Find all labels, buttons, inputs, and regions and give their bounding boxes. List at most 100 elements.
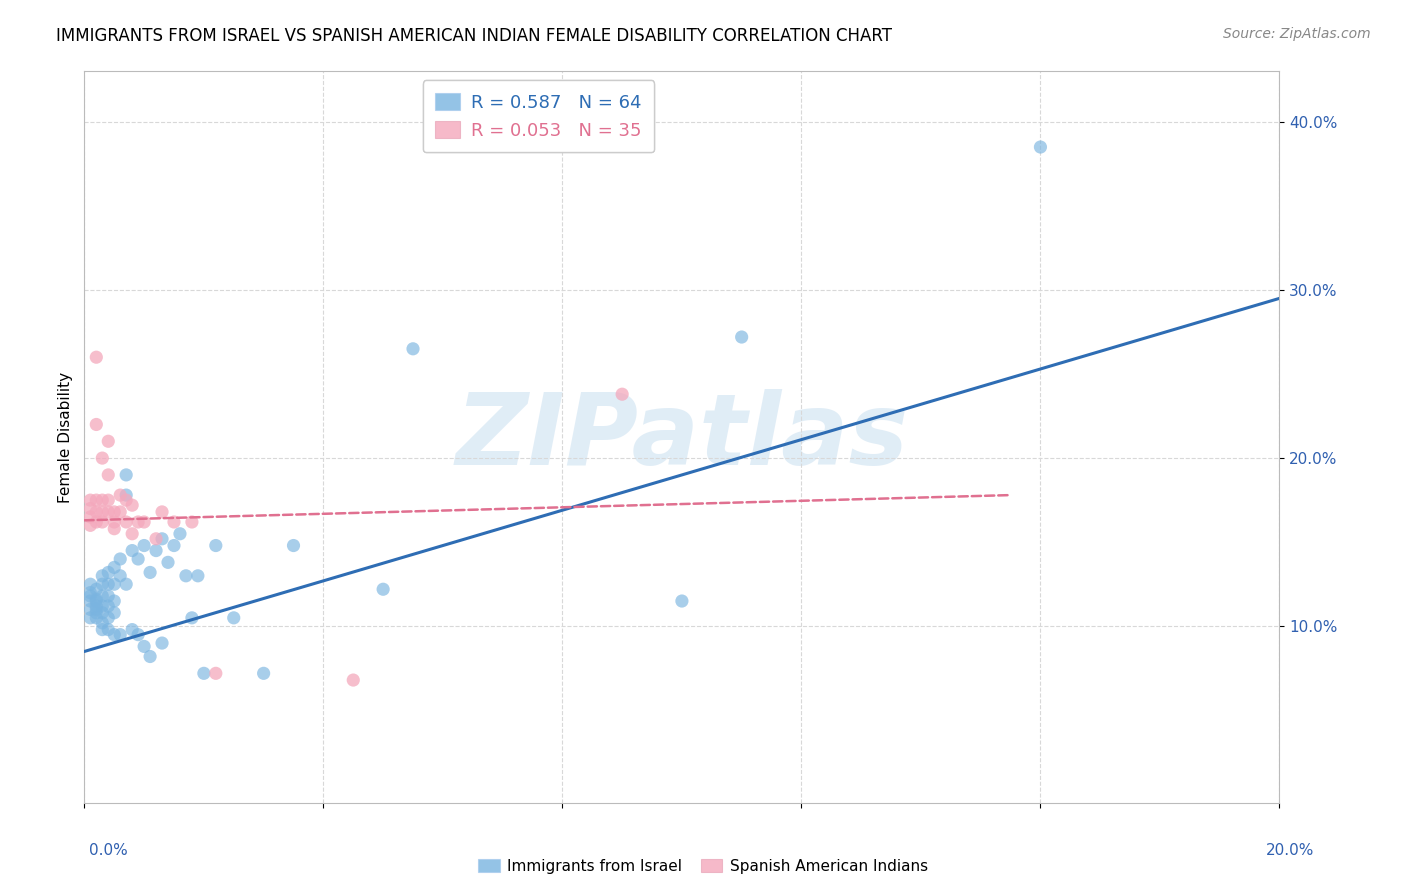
Point [180, 611, 202, 625]
Point [121, 543, 143, 558]
Point [163, 515, 186, 529]
Point [91, 615, 114, 630]
Point [97, 599, 120, 613]
Point [169, 526, 191, 541]
Point [103, 627, 125, 641]
Point [97, 589, 120, 603]
Point [103, 577, 125, 591]
Point [97, 434, 120, 449]
Point [163, 539, 186, 553]
Point [103, 522, 125, 536]
Text: ZIPatlas: ZIPatlas [456, 389, 908, 485]
Point [110, 505, 132, 519]
Point [86, 606, 108, 620]
Point [86, 350, 108, 364]
Point [110, 627, 132, 641]
Point [139, 566, 162, 580]
Point [97, 566, 120, 580]
Point [79, 594, 101, 608]
Point [86, 417, 108, 432]
Point [91, 515, 114, 529]
Point [157, 555, 180, 569]
Point [79, 510, 101, 524]
Point [121, 498, 143, 512]
Point [180, 515, 202, 529]
Point [342, 673, 364, 687]
Point [91, 599, 114, 613]
Point [86, 515, 108, 529]
Text: Source: ZipAtlas.com: Source: ZipAtlas.com [1223, 27, 1371, 41]
Point [253, 666, 276, 681]
Point [86, 582, 108, 597]
Point [79, 589, 101, 603]
Point [91, 493, 114, 508]
Point [79, 611, 101, 625]
Point [610, 387, 633, 401]
Point [127, 552, 149, 566]
Point [193, 666, 215, 681]
Point [97, 623, 120, 637]
Point [103, 606, 125, 620]
Point [79, 602, 101, 616]
Point [91, 569, 114, 583]
Point [205, 666, 228, 681]
Point [132, 515, 156, 529]
Point [174, 569, 197, 583]
Legend: Immigrants from Israel, Spanish American Indians: Immigrants from Israel, Spanish American… [472, 853, 934, 880]
Point [205, 539, 228, 553]
Point [91, 451, 114, 466]
Point [91, 606, 114, 620]
Point [371, 582, 394, 597]
Point [79, 585, 101, 599]
Point [139, 649, 162, 664]
Point [132, 539, 156, 553]
Point [97, 505, 120, 519]
Point [91, 577, 114, 591]
Point [79, 577, 101, 591]
Point [86, 594, 108, 608]
Point [110, 569, 132, 583]
Point [127, 627, 149, 641]
Point [283, 539, 305, 553]
Point [145, 532, 167, 546]
Point [110, 488, 132, 502]
Point [150, 505, 173, 519]
Point [97, 577, 120, 591]
Y-axis label: Female Disability: Female Disability [58, 371, 73, 503]
Point [222, 611, 245, 625]
Point [86, 599, 108, 613]
Point [91, 505, 114, 519]
Point [86, 592, 108, 607]
Point [79, 493, 101, 508]
Point [187, 569, 209, 583]
Point [150, 636, 173, 650]
Point [671, 594, 693, 608]
Point [91, 589, 114, 603]
Point [115, 467, 138, 482]
Point [115, 488, 138, 502]
Point [145, 543, 167, 558]
Point [121, 623, 143, 637]
Point [115, 577, 138, 591]
Text: IMMIGRANTS FROM ISRAEL VS SPANISH AMERICAN INDIAN FEMALE DISABILITY CORRELATION : IMMIGRANTS FROM ISRAEL VS SPANISH AMERIC… [56, 27, 893, 45]
Point [110, 552, 132, 566]
Point [150, 532, 173, 546]
Point [91, 623, 114, 637]
Point [103, 560, 125, 574]
Point [97, 611, 120, 625]
Point [103, 515, 125, 529]
Point [115, 493, 138, 508]
Legend: R = 0.587   N = 64, R = 0.053   N = 35: R = 0.587 N = 64, R = 0.053 N = 35 [423, 80, 654, 153]
Point [97, 467, 120, 482]
Point [86, 493, 108, 508]
Point [132, 640, 156, 654]
Point [731, 330, 754, 344]
Point [79, 518, 101, 533]
Point [103, 505, 125, 519]
Point [79, 501, 101, 516]
Point [115, 515, 138, 529]
Point [127, 515, 149, 529]
Point [86, 611, 108, 625]
Point [402, 342, 425, 356]
Point [86, 602, 108, 616]
